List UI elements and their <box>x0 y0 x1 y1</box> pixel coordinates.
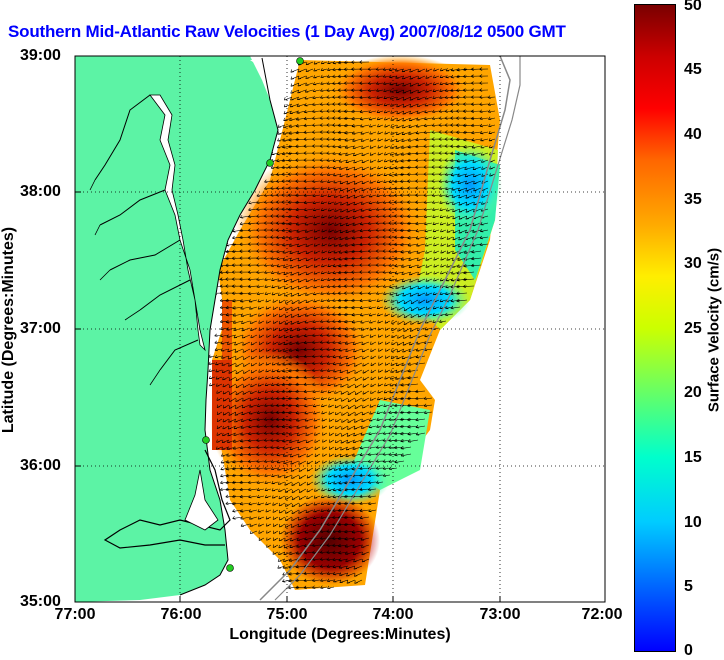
x-tick-label: 76:00 <box>160 606 202 623</box>
map-title: Southern Mid-Atlantic Raw Velocities (1 … <box>8 22 566 41</box>
colorbar-tick: 40 <box>684 126 702 143</box>
colorbar-tick: 50 <box>684 0 702 14</box>
station-marker <box>202 436 210 444</box>
station-marker <box>226 564 234 572</box>
colorbar-tick: 30 <box>684 255 702 272</box>
chesapeake-bay <box>149 94 206 352</box>
colorbar-tick: 20 <box>684 384 702 401</box>
y-tick-label: 36:00 <box>20 457 61 474</box>
colorbar-tick: 5 <box>684 578 693 595</box>
y-tick-label: 39:00 <box>20 47 61 64</box>
y-tick-label: 37:00 <box>20 320 61 337</box>
isobath-line <box>259 56 511 601</box>
colorbar-tick: 15 <box>684 449 702 466</box>
x-tick-label: 75:00 <box>266 606 308 623</box>
x-tick-label: 74:00 <box>372 606 414 623</box>
x-tick-label: 77:00 <box>54 606 96 623</box>
y-tick-label: 38:00 <box>20 183 61 200</box>
station-marker <box>266 159 274 167</box>
colorbar-tick: 45 <box>684 61 702 78</box>
colorbar-label: Surface Velocity (cm/s) <box>705 247 723 413</box>
colorbar-tick: 35 <box>684 191 702 208</box>
pamlico-sound <box>103 449 231 549</box>
colorbar-tick: 25 <box>684 320 702 337</box>
x-tick-label: 73:00 <box>479 606 521 623</box>
y-tick-label: 35:00 <box>20 593 61 610</box>
y-axis-label: Latitude (Degrees:Minutes) <box>0 226 17 434</box>
x-tick-label: 72:00 <box>581 606 623 623</box>
colorbar <box>634 4 676 652</box>
x-axis-label: Longitude (Degrees:Minutes) <box>229 626 451 643</box>
colorbar-tick: 0 <box>684 642 693 659</box>
station-marker <box>296 57 304 65</box>
land-mass <box>75 56 278 602</box>
grid-lines <box>75 56 605 602</box>
colorbar-tick: 10 <box>684 514 702 531</box>
